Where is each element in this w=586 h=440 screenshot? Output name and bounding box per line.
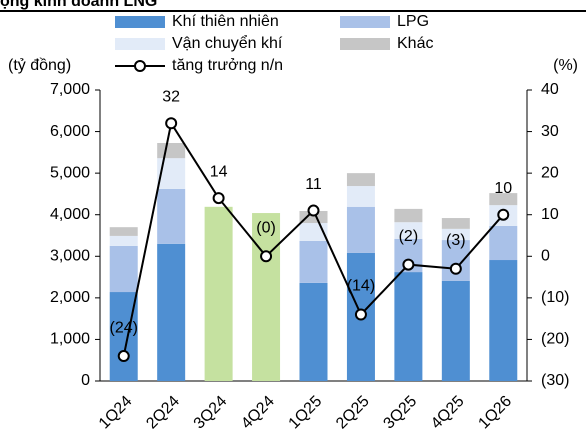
legend-label: Vận chuyển khí [172, 34, 283, 52]
growth-point [307, 204, 320, 217]
legend-label: tăng trưởng n/n [172, 57, 283, 74]
y-tick-label: 2,000 [50, 289, 90, 306]
bar-segment [441, 228, 470, 241]
bar-highlight [252, 213, 281, 381]
bar-segment [299, 240, 328, 283]
legend-swatch [340, 38, 390, 50]
y2-tick-label: 10 [541, 206, 559, 223]
bar-segment [109, 227, 138, 236]
growth-point [117, 350, 130, 363]
y2-tick-label: 30 [541, 123, 559, 140]
y2-tick-label: 0 [541, 248, 550, 265]
y2-tick-label: (20) [541, 331, 569, 348]
x-tick-label: 1Q26 [475, 393, 515, 433]
legend-label: Khí thiên nhiên [172, 13, 279, 30]
x-tick-label: 3Q24 [191, 393, 231, 433]
y2-tick-label: 20 [541, 164, 559, 181]
y-tick-label: 5,000 [50, 164, 90, 181]
legend-label: LPG [397, 13, 429, 30]
y2-tick-label: 40 [541, 81, 559, 98]
bar-highlight [204, 206, 233, 381]
y-tick-label: 7,000 [50, 81, 90, 98]
data-label: (3) [446, 232, 466, 249]
data-label: 14 [210, 163, 228, 180]
bar-segment [299, 210, 328, 224]
y2-tick-label: (10) [541, 289, 569, 306]
bar-segment [489, 193, 518, 206]
bar-segment [157, 143, 186, 159]
bar-segment [489, 225, 518, 261]
bar-segment [394, 222, 423, 239]
y2-tick-label: (30) [541, 372, 569, 389]
y-axis-label: (tỷ đồng) [8, 57, 71, 74]
chart-title: ộng kinh doanh LNG [0, 0, 157, 10]
y-tick-label: 6,000 [50, 123, 90, 140]
x-tick-label: 2Q25 [333, 393, 373, 433]
bar-segment [299, 282, 328, 381]
x-tick-label: 1Q25 [286, 393, 326, 433]
legend-marker [134, 60, 146, 72]
data-label: 32 [162, 88, 180, 105]
growth-point [354, 308, 367, 321]
x-tick-label: 2Q24 [143, 393, 183, 433]
y2-axis-label: (%) [553, 57, 578, 74]
data-label: (0) [256, 220, 276, 237]
bar-segment [157, 243, 186, 381]
bar-segment [489, 260, 518, 381]
bar-segment [394, 272, 423, 381]
bar-segment [346, 186, 375, 207]
growth-point [497, 208, 510, 221]
growth-point [402, 258, 415, 271]
y-tick-label: 3,000 [50, 248, 90, 265]
growth-point [260, 250, 273, 263]
bar-segment [346, 173, 375, 187]
data-label: 10 [494, 180, 512, 197]
x-tick-label: 4Q25 [428, 393, 468, 433]
x-tick-label: 4Q24 [238, 393, 278, 433]
bar-segment [441, 280, 470, 381]
data-label: 11 [305, 176, 322, 193]
data-label: (24) [109, 319, 137, 336]
bar-segment [109, 235, 138, 246]
bar-segment [109, 245, 138, 293]
legend-swatch [115, 38, 165, 50]
growth-point [449, 262, 462, 275]
legend-label: Khác [397, 35, 433, 52]
growth-point [212, 192, 225, 205]
y-tick-label: 4,000 [50, 206, 90, 223]
x-tick-label: 1Q24 [96, 393, 136, 433]
bar-segment [394, 208, 423, 223]
legend-swatch [340, 16, 390, 28]
bar-segment [157, 188, 186, 244]
growth-point [165, 117, 178, 130]
y-tick-label: 1,000 [50, 331, 90, 348]
y-tick-label: 0 [81, 372, 90, 389]
legend-swatch [115, 16, 165, 28]
x-tick-label: 3Q25 [381, 393, 421, 433]
bar-segment [346, 206, 375, 253]
data-label: (2) [399, 228, 419, 245]
data-label: (14) [347, 278, 375, 295]
bar-segment [441, 218, 470, 229]
